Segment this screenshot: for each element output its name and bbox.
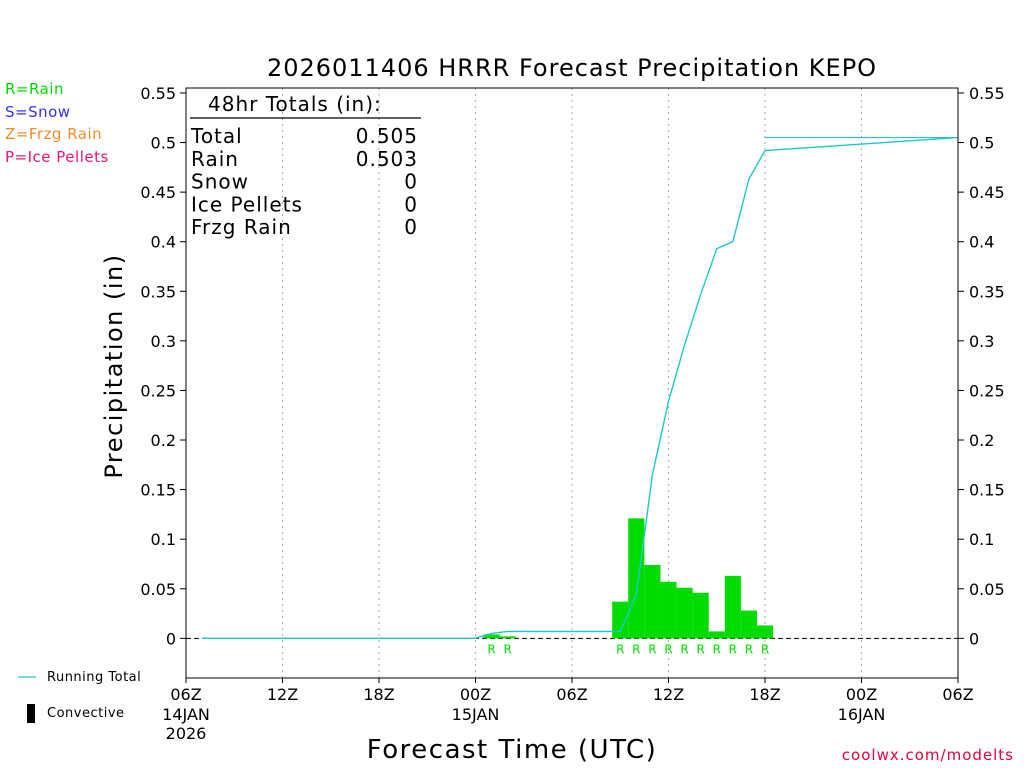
y-tick-label-left: 0.05 [140, 580, 176, 599]
precip-bar [692, 592, 709, 639]
x-tick-label: 00Z [846, 685, 877, 704]
precip-type-label: R [680, 642, 688, 656]
precip-bar [756, 625, 774, 639]
precip-bar [644, 564, 661, 639]
footer-legend-marks [18, 676, 36, 723]
y-tick-label-left: 0.5 [151, 134, 176, 153]
y-tick-label-right: 0.45 [969, 183, 1005, 202]
y-tick-label-left: 0.55 [140, 84, 176, 103]
y-axis-label: Precipitation (in) [100, 253, 128, 478]
y-tick-label-left: 0.45 [140, 183, 176, 202]
y-tick-label-left: 0.25 [140, 381, 176, 400]
precip-bar [483, 634, 500, 639]
y-tick-label-right: 0.25 [969, 381, 1005, 400]
totals-header: 48hr Totals (in): [208, 92, 382, 116]
y-tick-label-left: 0.2 [151, 431, 176, 450]
precip-type-label: R [648, 642, 656, 656]
running-total-series [202, 136, 959, 639]
totals-row-value: 0.505 [356, 124, 418, 148]
totals-row-value: 0 [404, 192, 418, 216]
y-tick-label-right: 0.2 [969, 431, 994, 450]
precip-type-label: R [745, 642, 753, 656]
chart-title: 2026011406 HRRR Forecast Precipitation K… [267, 54, 877, 82]
x-tick-label: 06Z [556, 685, 587, 704]
totals-row-label: Frzg Rain [191, 215, 292, 239]
precip-bar [660, 581, 677, 639]
totals-row-label: Total [190, 124, 243, 148]
precip-bar [740, 610, 757, 639]
x-tick-date: 15JAN [452, 705, 500, 724]
grid-lines [186, 88, 958, 678]
y-tick-label-right: 0 [969, 629, 979, 648]
y-tick-label-right: 0.35 [969, 282, 1005, 301]
y-tick-label-right: 0.5 [969, 134, 994, 153]
y-tick-label-right: 0.4 [969, 233, 994, 252]
y-tick-label-left: 0.4 [151, 233, 176, 252]
totals-row-value: 0 [404, 215, 418, 239]
x-tick-label: 12Z [653, 685, 684, 704]
precip-type-label: R [503, 642, 511, 656]
legend-item: S=Snow [5, 102, 71, 121]
convective-legend-swatch [27, 704, 35, 723]
x-tick-date: 16JAN [838, 705, 886, 724]
precip-type-label: R [729, 642, 737, 656]
convective-legend-label: Convective [47, 706, 125, 721]
precip-bar [612, 601, 629, 639]
precip-type-label: R [696, 642, 704, 656]
x-tick-label: 18Z [749, 685, 780, 704]
precip-bar [676, 587, 693, 639]
y-tick-label-right: 0.55 [969, 84, 1005, 103]
precip-bar [628, 518, 645, 639]
totals-row-value: 0.503 [356, 147, 418, 171]
y-tick-label-left: 0.1 [151, 530, 176, 549]
legend-item: Z=Frzg Rain [5, 125, 103, 143]
legend-item: P=Ice Pellets [5, 147, 109, 166]
axes [180, 87, 964, 683]
y-tick-label-left: 0.35 [140, 282, 176, 301]
x-tick-date: 14JAN [162, 705, 210, 724]
totals-row-label: Rain [191, 147, 239, 171]
precip-type-label: R [632, 642, 640, 656]
precip-type-label: R [616, 642, 624, 656]
y-tick-label-right: 0.3 [969, 332, 994, 351]
x-tick-year: 2026 [166, 724, 207, 743]
legend-item: R=Rain [5, 80, 64, 98]
totals-row-value: 0 [404, 170, 418, 194]
precip-type-label: R [761, 642, 769, 656]
running-total-legend-label: Running Total [47, 670, 142, 685]
y-tick-label-left: 0 [166, 629, 176, 648]
y-tick-label-right: 0.1 [969, 530, 994, 549]
y-tick-label-right: 0.05 [969, 580, 1005, 599]
x-tick-label: 12Z [267, 685, 298, 704]
precip-bar [708, 631, 725, 639]
totals-row-label: Ice Pellets [191, 192, 303, 216]
y-tick-label-left: 0.3 [151, 332, 176, 351]
chart-text: R R R R R R R R R R R R0 00.05 0.050.1 0.10.15 0.150.2 0… [100, 54, 1005, 765]
precip-type-label: R [664, 642, 672, 656]
x-tick-label: 06Z [170, 685, 201, 704]
x-tick-label: 00Z [460, 685, 491, 704]
x-tick-label: 18Z [363, 685, 394, 704]
totals-row-label: Snow [191, 170, 249, 194]
precip-bar [724, 575, 741, 639]
credit-text: coolwx.com/modelts [841, 746, 1014, 764]
running-total-line [202, 136, 959, 639]
y-tick-label-left: 0.15 [140, 481, 176, 500]
precip-type-label: R [713, 642, 721, 656]
y-tick-label-right: 0.15 [969, 481, 1005, 500]
precip-type-label: R [487, 642, 495, 656]
x-axis-label: Forecast Time (UTC) [367, 735, 658, 765]
precip-bars [483, 518, 774, 639]
precip-bar [499, 636, 516, 639]
x-tick-label: 06Z [942, 685, 973, 704]
